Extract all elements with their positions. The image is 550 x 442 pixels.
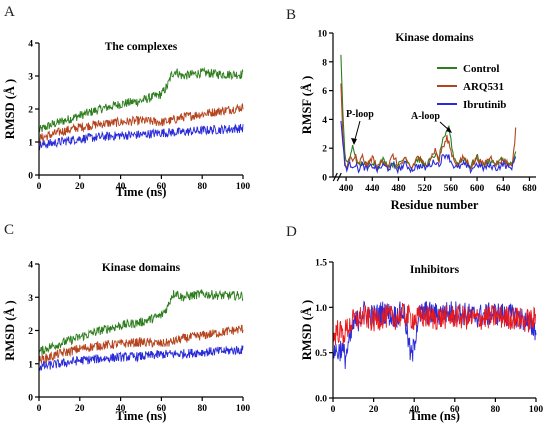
x-tick-label: 20	[75, 404, 85, 414]
x-tick-label: 560	[444, 184, 459, 194]
legend-entry: Ibrutinib	[463, 99, 506, 111]
series-line-2	[38, 324, 244, 365]
y-axis-label: RMSD (Å )	[300, 300, 314, 360]
x-axis-label: Residue number	[391, 198, 479, 212]
y-tick-label: 1	[28, 360, 33, 370]
x-tick-label: 0	[331, 405, 336, 415]
annotation-label: P-loop	[346, 109, 374, 120]
legend-entry: Control	[463, 63, 499, 75]
axis-break-mark	[336, 172, 342, 182]
annotation-label: A-loop	[411, 111, 440, 122]
y-tick-label: 4	[28, 40, 33, 50]
x-tick-label: 100	[236, 182, 251, 192]
x-tick-label: 80	[197, 182, 207, 192]
x-tick-label: 680	[522, 184, 537, 194]
x-tick-label: 0	[37, 404, 42, 414]
chart-title: Kinase domains	[395, 32, 474, 44]
series-line-2	[38, 103, 244, 144]
x-tick-label: 60	[157, 404, 167, 414]
chart-title: The complexes	[105, 41, 178, 53]
chart-title: Kinase domains	[102, 262, 181, 274]
x-tick-label: 40	[116, 182, 126, 192]
x-tick-label: 80	[197, 404, 207, 414]
x-tick-label: 100	[236, 404, 251, 414]
y-tick-label: 0	[322, 174, 327, 184]
x-tick-label: 600	[470, 184, 485, 194]
x-axis-label: Time (ns)	[116, 185, 167, 199]
x-tick-label: 100	[529, 405, 544, 415]
y-tick-label: 2	[28, 327, 33, 337]
panel-letter: A	[4, 4, 15, 20]
panel-b: B Kinase domains 0 2 4 6 8 10 400 440 480 520 560 600…	[286, 7, 537, 212]
y-tick-label: 10	[318, 30, 328, 40]
x-axis-label: Time (ns)	[409, 409, 460, 423]
y-tick-label: 0.0	[315, 395, 327, 405]
y-tick-label: 0	[28, 394, 33, 404]
y-axis-label: RMSF (Å )	[300, 76, 314, 135]
y-tick-label: 1.0	[315, 304, 327, 314]
y-tick-label: 0.5	[315, 349, 327, 359]
legend-entry: ARQ531	[463, 81, 504, 93]
y-axis-label: RMSD (Å )	[3, 300, 17, 360]
series-line-1	[38, 289, 244, 355]
series-line-arq531	[340, 83, 517, 170]
y-axis-label: RMSD (Å )	[3, 79, 17, 139]
x-tick-label: 80	[491, 405, 501, 415]
x-tick-label: 20	[75, 182, 85, 192]
axis-break-mark	[332, 172, 338, 182]
y-tick-label: 6	[322, 87, 327, 97]
series-line-ibrutinib	[340, 120, 517, 175]
x-tick-label: 440	[365, 184, 380, 194]
x-tick-label: 0	[37, 182, 42, 192]
x-tick-label: 480	[391, 184, 406, 194]
x-tick-label: 40	[116, 404, 126, 414]
panel-letter: C	[4, 222, 14, 238]
x-tick-label: 640	[496, 184, 511, 194]
x-tick-label: 400	[339, 184, 354, 194]
series-line-1	[38, 66, 244, 133]
series-line-3	[38, 345, 244, 371]
y-tick-label: 3	[28, 73, 33, 83]
y-tick-label: 2	[322, 145, 327, 155]
panel-d: D Inhibitors 0.0 0.5 1.0 1.5 0 20 40 60 80 100 Time …	[286, 224, 543, 423]
annotation-arrowhead	[446, 127, 452, 133]
series-line-2	[332, 302, 537, 345]
x-tick-label: 60	[450, 405, 460, 415]
x-tick-label: 60	[157, 182, 167, 192]
y-tick-label: 4	[28, 261, 33, 271]
y-tick-label: 8	[322, 58, 327, 68]
x-tick-label: 40	[409, 405, 419, 415]
y-tick-label: 1	[28, 139, 33, 149]
y-tick-label: 2	[28, 106, 33, 116]
y-tick-label: 0	[28, 172, 33, 182]
y-tick-label: 4	[322, 116, 327, 126]
series-line-3	[38, 123, 244, 151]
panel-letter: D	[286, 224, 297, 240]
x-tick-label: 520	[418, 184, 433, 194]
panel-letter: B	[286, 7, 296, 23]
y-tick-label: 3	[28, 294, 33, 304]
y-tick-label: 1.5	[315, 259, 327, 269]
x-axis-label: Time (ns)	[116, 409, 167, 423]
chart-title: Inhibitors	[410, 264, 460, 276]
annotation-arrowhead	[351, 138, 357, 145]
x-tick-label: 20	[369, 405, 379, 415]
